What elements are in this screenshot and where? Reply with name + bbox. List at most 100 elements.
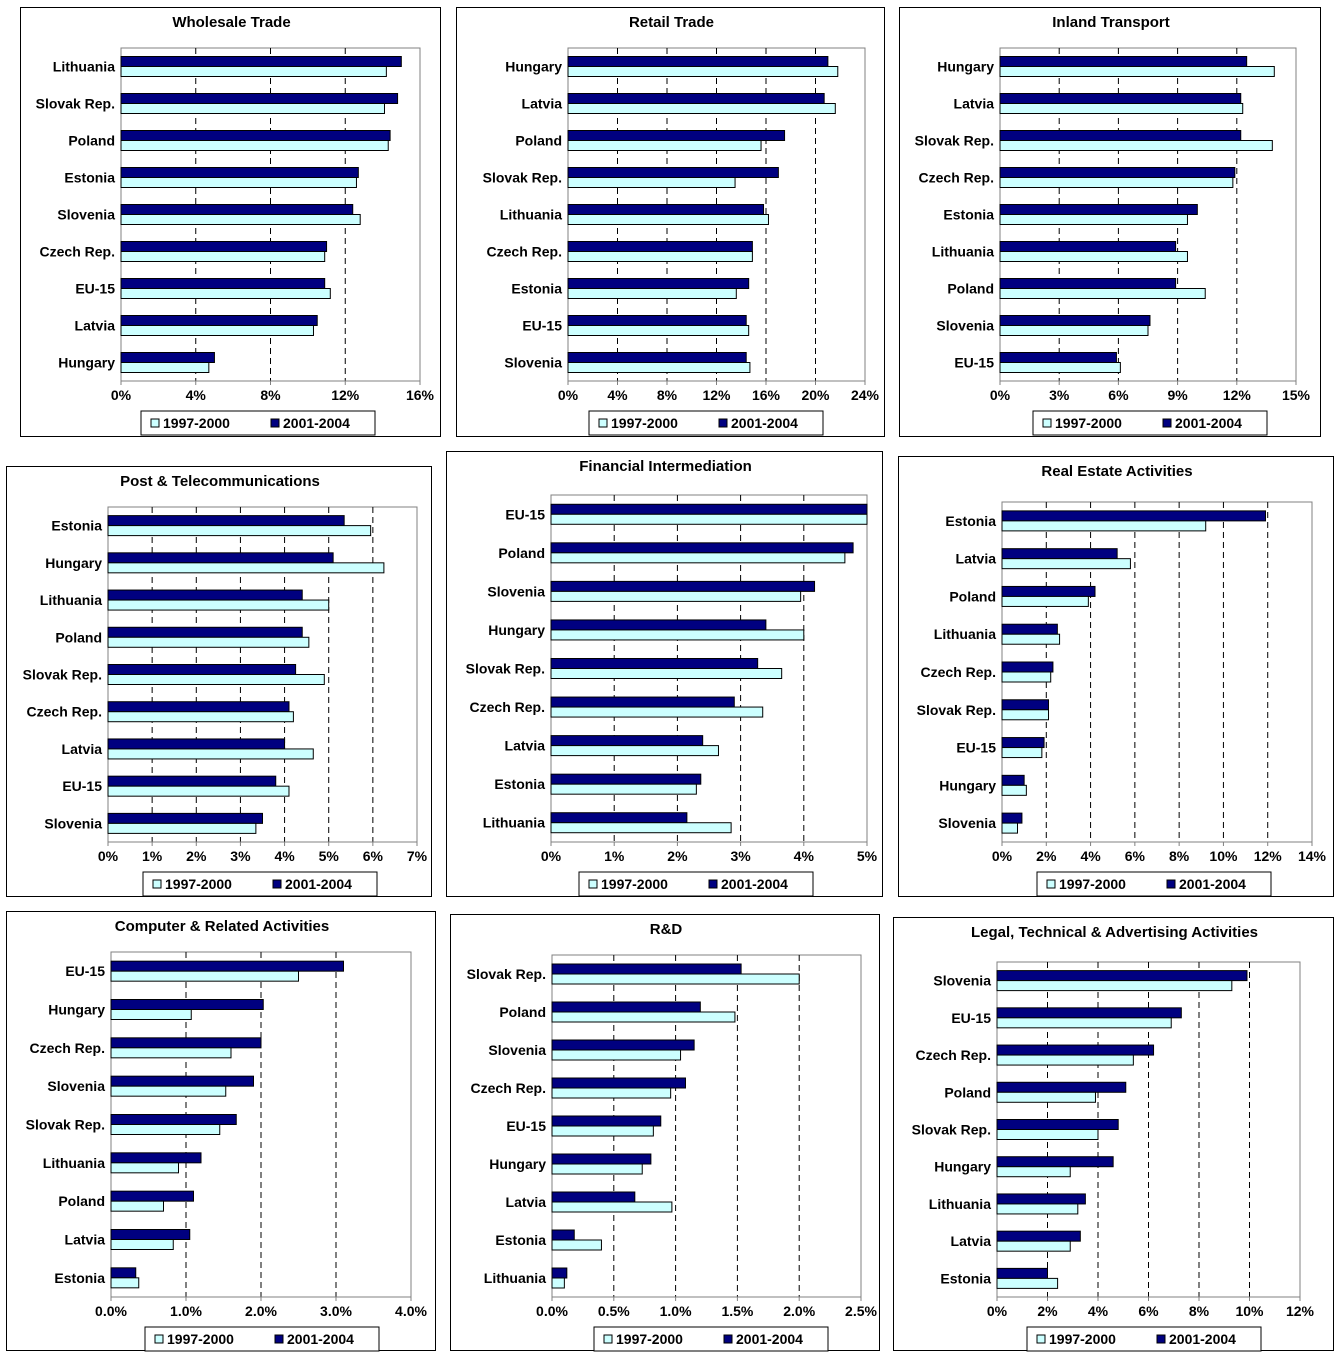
bar-2001-2004-latvia	[550, 735, 704, 747]
bar-2001-2004-latvia	[551, 1191, 636, 1203]
tick-label: 4%	[1080, 848, 1101, 864]
tick-label: 0%	[992, 848, 1013, 864]
tick-label: 4%	[794, 848, 815, 864]
bar-1997-2000-estonia	[1001, 520, 1207, 532]
tick-label: 7%	[407, 848, 428, 864]
bar-2001-2004-slovenia	[996, 970, 1248, 982]
legend-label-1997-2000: 1997-2000	[611, 415, 678, 431]
legend-swatch-2001-2004	[1166, 879, 1176, 889]
bar-1997-2000-czech-rep	[120, 251, 326, 262]
legend-label-1997-2000: 1997-2000	[601, 876, 668, 892]
tick-label: 0.0%	[536, 1303, 568, 1319]
chart-title: Retail Trade	[629, 14, 714, 31]
tick-label: 0%	[541, 848, 562, 864]
bar-2001-2004-eu-15	[110, 960, 344, 972]
bar-2001-2004-slovak-rep	[110, 1114, 237, 1125]
legend-swatch-2001-2004	[718, 418, 728, 428]
bar-2001-2004-czech-rep	[551, 1077, 686, 1089]
tick-label: 8%	[1189, 1303, 1210, 1319]
bar-1997-2000-slovak-rep	[551, 973, 800, 985]
category-label: Czech Rep.	[40, 244, 115, 260]
tick-label: 5%	[319, 848, 340, 864]
bar-2001-2004-poland	[999, 278, 1177, 289]
category-label: Estonia	[943, 207, 994, 223]
category-label: Slovenia	[488, 1042, 546, 1058]
category-label: Slovak Rep.	[467, 966, 546, 982]
category-label: EU-15	[522, 318, 562, 334]
bar-1997-2000-estonia	[551, 1239, 602, 1251]
bar-2001-2004-lithuania	[110, 1152, 202, 1164]
bar-1997-2000-czech-rep	[1001, 671, 1052, 683]
bar-1997-2000-estonia	[999, 214, 1188, 225]
category-label: Czech Rep.	[27, 704, 102, 720]
category-label: Latvia	[951, 1233, 992, 1249]
chart-title: R&D	[650, 921, 683, 938]
bar-2001-2004-estonia	[996, 1267, 1048, 1279]
tick-label: 1%	[142, 848, 163, 864]
chart-svg: Legal, Technical & Advertising Activitie…	[912, 924, 1315, 1352]
bar-2001-2004-poland	[1001, 585, 1096, 597]
category-label: Estonia	[945, 513, 996, 529]
bar-1997-2000-latvia	[110, 1239, 174, 1250]
chart-panel-retail-trade: Retail Trade Hungary Latvia Poland Slovak Re…	[456, 7, 885, 437]
bar-1997-2000-eu-15	[551, 1125, 654, 1137]
bar-2001-2004-lithuania	[551, 1267, 568, 1279]
chart-svg: Wholesale Trade Lithuania Slovak Rep. Polan…	[36, 14, 435, 436]
legend: 1997-2000 2001-2004	[588, 410, 824, 436]
bar-1997-2000-lithuania	[110, 1162, 179, 1174]
bar-2001-2004-czech-rep	[999, 167, 1236, 178]
bar-1997-2000-czech-rep	[996, 1054, 1134, 1066]
tick-label: 3%	[230, 848, 251, 864]
bar-2001-2004-hungary	[110, 999, 264, 1010]
bar-2001-2004-eu-15	[567, 315, 747, 326]
tick-label: 3%	[730, 848, 751, 864]
category-label: Hungary	[45, 555, 102, 571]
category-label: Czech Rep.	[30, 1040, 105, 1056]
bar-2001-2004-eu-15	[999, 352, 1117, 363]
legend-swatch-1997-2000	[598, 418, 608, 428]
legend: 1997-2000 2001-2004	[1036, 871, 1272, 897]
bar-2001-2004-eu-15	[551, 1115, 662, 1127]
tick-label: 1.5%	[721, 1303, 753, 1319]
category-label: Slovak Rep.	[26, 1117, 105, 1133]
legend-label-2001-2004: 2001-2004	[721, 876, 788, 892]
bar-2001-2004-lithuania	[567, 204, 765, 215]
bar-2001-2004-lithuania	[107, 589, 303, 601]
bar-2001-2004-lithuania	[550, 812, 688, 824]
legend-label-1997-2000: 1997-2000	[1055, 415, 1122, 431]
category-label: EU-15	[505, 506, 545, 522]
category-label: Estonia	[51, 518, 102, 534]
category-label: Slovenia	[57, 207, 115, 223]
tick-label: 2.0%	[783, 1303, 815, 1319]
legend-label-1997-2000: 1997-2000	[163, 415, 230, 431]
bar-1997-2000-estonia	[120, 177, 357, 188]
bar-1997-2000-slovak-rep	[567, 177, 736, 188]
bar-2001-2004-slovak-rep	[551, 963, 742, 975]
category-label: Lithuania	[500, 207, 562, 223]
category-label: Hungary	[939, 777, 996, 793]
bar-2001-2004-estonia	[120, 167, 359, 178]
bar-1997-2000-eu-15	[120, 288, 331, 299]
tick-label: 12%	[1254, 848, 1283, 864]
category-label: Hungary	[505, 59, 562, 75]
tick-label: 20%	[801, 387, 830, 403]
category-label: Estonia	[494, 776, 545, 792]
bar-2001-2004-czech-rep	[996, 1044, 1155, 1056]
category-label: Lithuania	[40, 592, 102, 608]
category-label: Latvia	[954, 96, 995, 112]
category-label: Hungary	[48, 1002, 105, 1018]
bar-2001-2004-poland	[550, 542, 854, 554]
bar-2001-2004-hungary	[107, 552, 334, 564]
bar-1997-2000-slovenia	[120, 214, 361, 225]
tick-label: 0%	[990, 387, 1011, 403]
tick-label: 3%	[1049, 387, 1070, 403]
bar-1997-2000-poland	[996, 1091, 1096, 1103]
category-label: EU-15	[956, 740, 996, 756]
bar-2001-2004-czech-rep	[110, 1037, 262, 1049]
tick-label: 12%	[1286, 1303, 1315, 1319]
category-label: Slovenia	[47, 1078, 105, 1094]
bar-2001-2004-estonia	[107, 515, 345, 527]
bar-1997-2000-lithuania	[550, 822, 732, 834]
bar-1997-2000-estonia	[996, 1277, 1059, 1289]
tick-label: 1.0%	[660, 1303, 692, 1319]
